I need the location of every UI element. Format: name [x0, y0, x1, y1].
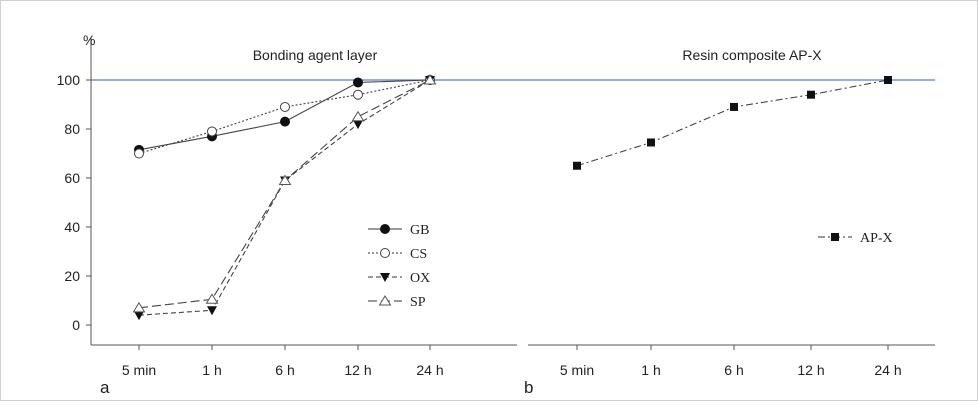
data-point-ap-x [730, 102, 738, 111]
y-tick-label: 80 [64, 121, 80, 137]
panel-b: Resin composite AP-X b 5 min 1 h 6 h 12 h 24… [524, 47, 935, 397]
series-line-gb [138, 79, 431, 151]
x-tick-label: 24 h [874, 362, 901, 378]
panel-a-legend: GB CS OX SP [368, 223, 430, 310]
y-unit-label: % [83, 32, 95, 48]
data-point-cs [353, 89, 363, 100]
data-point-cs [280, 101, 290, 112]
panel-a-series [132, 74, 437, 321]
x-tick-label: 12 h [797, 362, 824, 378]
panel-b-title: Resin composite AP-X [682, 47, 822, 63]
panel-b-series [573, 76, 892, 170]
data-point-sp [132, 301, 146, 313]
y-tick-label: 100 [57, 72, 81, 88]
panel-b-x-ticks: 5 min 1 h 6 h 12 h 24 h [560, 345, 902, 378]
panel-a-label: a [100, 378, 110, 397]
legend-marker-cs [380, 248, 390, 258]
panel-a: % Bonding agent layer a 0 20 40 60 80 100 5 m… [57, 32, 517, 397]
y-tick-label: 60 [64, 170, 80, 186]
panel-a-title: Bonding agent layer [253, 47, 378, 63]
data-point-cs [134, 148, 144, 159]
y-tick-label: 40 [64, 219, 80, 235]
x-tick-label: 24 h [416, 362, 443, 378]
legend-item-sp: SP [368, 295, 426, 310]
x-tick-label: 6 h [275, 362, 294, 378]
data-point-sp [278, 174, 292, 185]
legend-marker-ox [380, 273, 390, 282]
panel-b-legend: AP-X [818, 231, 893, 246]
data-point-ap-x [647, 138, 655, 147]
panel-a-x-ticks: 5 min 1 h 6 h 12 h 24 h [122, 345, 444, 378]
legend-label-gb: GB [410, 223, 429, 238]
legend-item-gb: GB [368, 223, 429, 238]
data-point-ap-x [573, 161, 581, 170]
legend-item-ox: OX [368, 271, 430, 286]
data-point-ox [134, 311, 144, 321]
data-point-ox [207, 306, 217, 316]
data-point-gb [280, 116, 290, 127]
legend-item-ap-x: AP-X [818, 231, 893, 246]
x-tick-label: 6 h [724, 362, 743, 378]
series-line-ox [138, 79, 431, 316]
y-tick-label: 20 [64, 268, 80, 284]
data-point-cs [207, 126, 217, 137]
x-tick-label: 1 h [641, 362, 660, 378]
legend-item-cs: CS [368, 247, 427, 262]
legend-marker-sp [378, 295, 392, 306]
panel-b-label: b [524, 378, 533, 397]
data-point-sp [351, 110, 365, 122]
legend-label-ox: OX [410, 271, 430, 286]
series-gb [134, 75, 435, 155]
legend-marker-gb [380, 224, 390, 234]
x-tick-label: 1 h [202, 362, 221, 378]
data-point-ox [353, 120, 363, 130]
data-point-sp [423, 74, 437, 85]
data-point-ap-x [807, 90, 815, 99]
series-line-ap-x [576, 79, 889, 167]
legend-label-sp: SP [410, 295, 426, 310]
x-tick-label: 5 min [122, 362, 156, 378]
legend-marker-ap-x [831, 233, 839, 241]
x-tick-label: 5 min [560, 362, 594, 378]
legend-label-cs: CS [410, 247, 427, 262]
data-point-ap-x [884, 76, 892, 84]
legend-label-ap-x: AP-X [860, 231, 893, 246]
data-point-sp [205, 293, 219, 304]
y-tick-label: 0 [72, 317, 80, 333]
series-ap-x [573, 76, 892, 170]
data-point-gb [353, 77, 363, 88]
panel-a-y-ticks: 0 20 40 60 80 100 [57, 72, 91, 333]
series-sp [132, 74, 437, 313]
x-tick-label: 12 h [344, 362, 371, 378]
series-ox [134, 76, 435, 321]
